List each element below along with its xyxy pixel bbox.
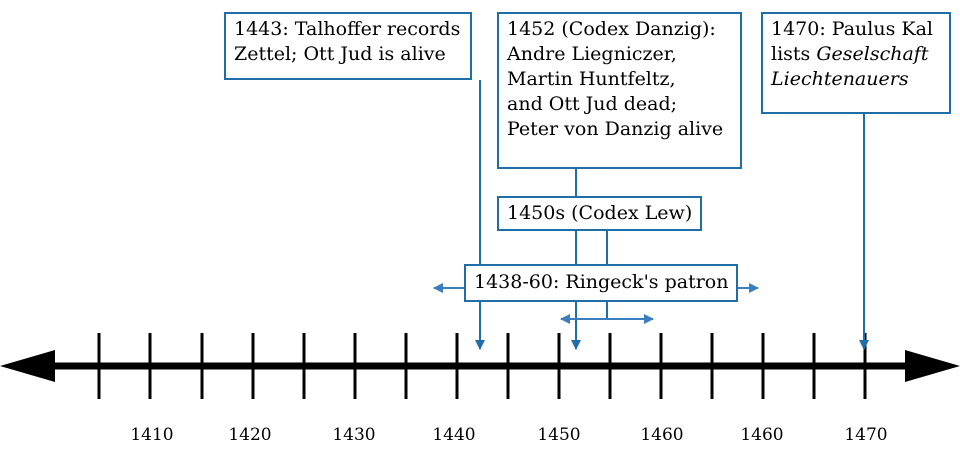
event-text: 1450s (Codex Lew) xyxy=(507,202,693,224)
event-box-lew: 1450s (Codex Lew) xyxy=(497,196,702,231)
event-box-talhoffer: 1443: Talhoffer records Zettel; Ott Jud … xyxy=(224,12,472,80)
axis-ticks xyxy=(97,333,867,399)
axis-left-arrowhead xyxy=(0,350,55,382)
event-text-italic: Geselschaft xyxy=(816,43,929,65)
event-text: 1470: Paulus Kal xyxy=(771,18,933,40)
tick-label: 1470 xyxy=(844,425,888,445)
tick-label: 1420 xyxy=(228,425,272,445)
tick-label: 1460 xyxy=(740,425,784,445)
tick-label: 1450 xyxy=(537,425,581,445)
tick-label: 1460 xyxy=(640,425,684,445)
event-text-italic: Liechtenauers xyxy=(771,68,909,90)
tick-label: 1430 xyxy=(332,425,376,445)
event-box-danzig: 1452 (Codex Danzig): Andre Liegniczer, M… xyxy=(497,12,742,169)
event-text: Martin Huntfeltz, xyxy=(507,68,676,90)
tick-label: 1440 xyxy=(432,425,476,445)
event-text: Peter von Danzig alive xyxy=(507,118,724,140)
event-text: 1452 (Codex Danzig): xyxy=(507,18,716,40)
event-text: 1443: Talhoffer records xyxy=(234,18,461,40)
event-text: and Ott Jud dead; xyxy=(507,93,678,115)
event-text-line: lists Geselschaft xyxy=(771,42,941,67)
tick-label: 1410 xyxy=(130,425,174,445)
event-text: Zettel; Ott Jud is alive xyxy=(234,43,446,65)
event-text: 1438-60: Ringeck's patron xyxy=(474,271,729,293)
event-box-kal: 1470: Paulus Kal lists Geselschaft Liech… xyxy=(761,12,951,114)
event-text: lists xyxy=(771,43,817,65)
event-box-ringeck: 1438-60: Ringeck's patron xyxy=(464,264,738,302)
axis-right-arrowhead xyxy=(905,350,960,382)
event-text: Andre Liegniczer, xyxy=(507,43,677,65)
